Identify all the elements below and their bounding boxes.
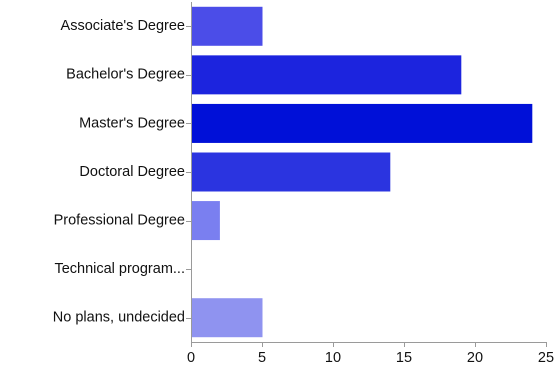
- bar-no-plans-undecided: [191, 298, 263, 338]
- bar-professional-degree: [191, 201, 220, 241]
- x-tick-label: 25: [538, 350, 554, 366]
- x-tick-label: 0: [187, 350, 195, 366]
- x-tick-label: 15: [396, 350, 412, 366]
- category-label-associate-s-degree: Associate's Degree: [61, 18, 185, 34]
- bar-associate-s-degree: [191, 6, 263, 46]
- category-label-no-plans-undecided: No plans, undecided: [53, 310, 185, 326]
- category-label-master-s-degree: Master's Degree: [79, 115, 185, 131]
- bars: [191, 6, 533, 338]
- category-label-bachelor-s-degree: Bachelor's Degree: [66, 67, 185, 83]
- x-tick-label: 10: [325, 350, 341, 366]
- category-label-doctoral-degree: Doctoral Degree: [79, 164, 185, 180]
- bar-bachelor-s-degree: [191, 55, 462, 95]
- x-tick-label: 5: [258, 350, 266, 366]
- x-axis-ticks: 0 5 10 15 20 25: [187, 342, 554, 366]
- bar-doctoral-degree: [191, 152, 391, 192]
- bar-master-s-degree: [191, 103, 533, 143]
- category-label-technical-program: Technical program...: [54, 261, 185, 277]
- x-tick-label: 20: [467, 350, 483, 366]
- category-labels: Associate's Degree Bachelor's Degree Maste…: [53, 18, 191, 326]
- category-label-professional-degree: Professional Degree: [54, 212, 185, 228]
